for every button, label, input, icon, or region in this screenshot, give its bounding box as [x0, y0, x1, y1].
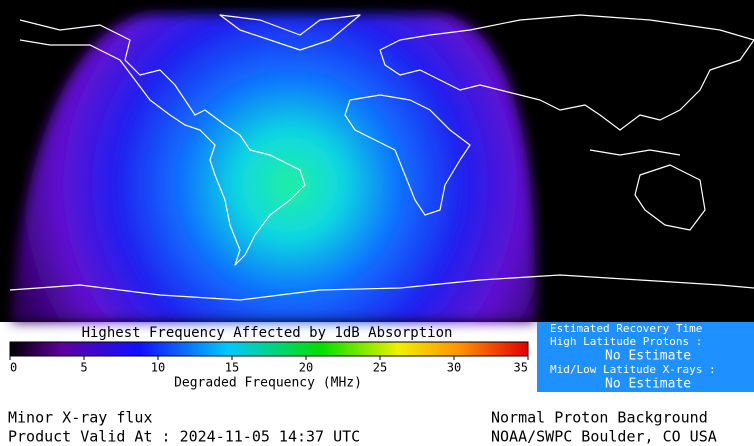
footer-right-line: NOAA/SWPC Boulder, CO USA — [491, 428, 717, 446]
high-lat-value: No Estimate — [605, 349, 691, 364]
footer-left-line: Product Valid At : 2024-11-05 14:37 UTC — [8, 428, 360, 446]
high-lat-label: High Latitude Protons : — [550, 335, 702, 348]
absorption-region — [12, 14, 536, 322]
scale-tick-label: 20 — [299, 361, 313, 375]
scale-tick-label: 10 — [151, 361, 165, 375]
scale-tick-label: 15 — [225, 361, 239, 375]
footer-left-line: Minor X-ray flux — [8, 409, 153, 427]
scale-title: Highest Frequency Affected by 1dB Absorp… — [82, 325, 453, 341]
color-scale — [9, 341, 529, 357]
scale-axis-label: Degraded Frequency (MHz) — [174, 376, 362, 391]
scale-tick-label: 25 — [373, 361, 387, 375]
coastlines — [9, 14, 754, 301]
scale-tick-label: 35 — [514, 361, 528, 375]
recovery-box — [537, 322, 754, 392]
mid-low-value: No Estimate — [605, 377, 691, 392]
mid-low-label: Mid/Low Latitude X-rays : — [550, 363, 716, 376]
scale-tick-label: 30 — [447, 361, 461, 375]
recovery-title: Estimated Recovery Time — [550, 322, 702, 335]
scale-tick-label: 0 — [10, 361, 17, 375]
footer-right-line: Normal Proton Background — [491, 409, 708, 427]
scale-tick-label: 5 — [80, 361, 87, 375]
